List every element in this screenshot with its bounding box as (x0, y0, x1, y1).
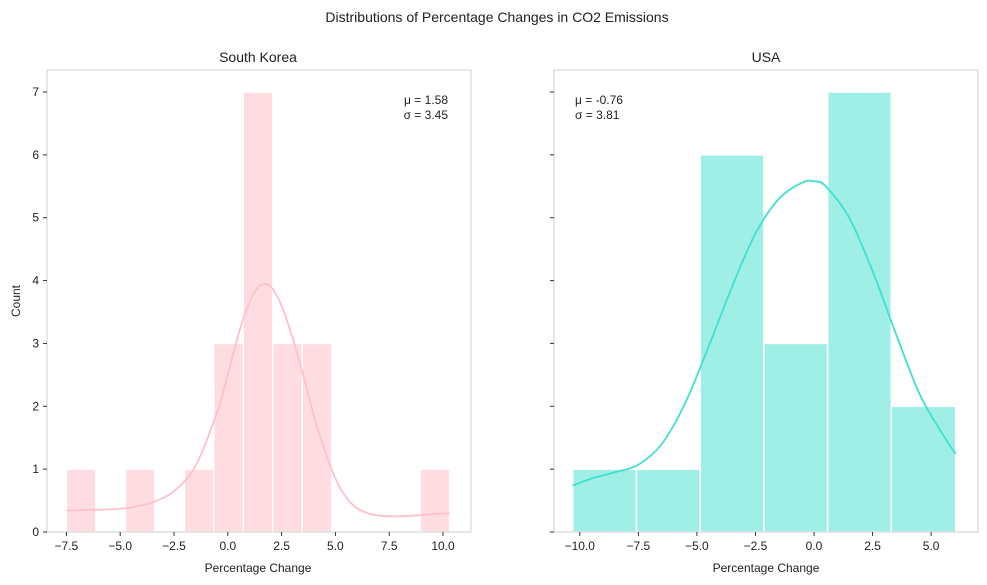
y-axis-label: Count (9, 284, 23, 317)
y-tick-label: 7 (32, 85, 39, 99)
histogram-bar (763, 342, 829, 533)
histogram-bar (242, 91, 274, 533)
x-tick-label: −2.5 (162, 539, 186, 553)
axes-frame (553, 69, 979, 533)
x-tick-label: 10.0 (431, 539, 455, 553)
suptitle: Distributions of Percentage Changes in C… (325, 9, 668, 25)
x-tick-label: 0.0 (219, 539, 236, 553)
y-tick-label: 1 (32, 462, 39, 476)
panel-usa: USA −10.0 −7.5 −5.0 −2.5 0.0 2.5 5.0 Percentag… (550, 49, 979, 575)
stats-mean: μ = -0.76 (575, 93, 623, 107)
x-axis-label: Percentage Change (205, 561, 312, 575)
y-tick-label: 0 (32, 525, 39, 539)
x-tick-label: 7.5 (381, 539, 398, 553)
histogram-bar (65, 468, 97, 533)
histogram-bar (890, 405, 957, 533)
bars (65, 91, 451, 533)
y-tick-label: 5 (32, 211, 39, 225)
y-tick-label: 6 (32, 148, 39, 162)
x-tick-label: 5.0 (327, 539, 344, 553)
panel-title: USA (752, 49, 781, 65)
x-tick-label: −7.5 (626, 539, 650, 553)
stats-std: σ = 3.81 (575, 108, 620, 122)
x-tick-label: 5.0 (923, 539, 940, 553)
x-tick-label: 2.5 (273, 539, 290, 553)
histogram-bar (183, 468, 215, 533)
x-tick-label: 0.0 (806, 539, 823, 553)
histogram-bar (419, 468, 451, 533)
x-axis-label: Percentage Change (713, 561, 820, 575)
histogram-bar (272, 342, 304, 533)
histogram-bar (571, 468, 638, 533)
y-tick-label: 2 (32, 399, 39, 413)
x-tick-label: −5.0 (108, 539, 132, 553)
histogram-bar (301, 342, 333, 533)
histogram-bar (826, 91, 893, 533)
y-ticks: 0 1 2 3 4 5 6 7 (32, 85, 47, 539)
panel-title: South Korea (219, 49, 297, 65)
kde-curve (572, 179, 957, 487)
x-tick-label: −7.5 (55, 539, 79, 553)
bars (571, 91, 957, 533)
panel-south-korea: South Korea −7.5 −5.0 −2.5 0.0 2.5 5.0 7.5 10.0… (9, 49, 472, 575)
stats-mean: μ = 1.58 (404, 93, 448, 107)
histogram-bar (635, 468, 701, 533)
x-ticks: −10.0 −7.5 −5.0 −2.5 0.0 2.5 5.0 (565, 532, 940, 553)
axes-frame (46, 69, 472, 533)
histogram-bar (124, 468, 156, 533)
x-ticks: −7.5 −5.0 −2.5 0.0 2.5 5.0 7.5 10.0 (55, 532, 455, 553)
stats-std: σ = 3.45 (404, 108, 449, 122)
x-tick-label: −2.5 (744, 539, 768, 553)
y-tick-label: 3 (32, 336, 39, 350)
x-tick-label: 2.5 (864, 539, 881, 553)
y-ticks (550, 91, 554, 533)
kde-curve (66, 283, 450, 518)
y-tick-label: 4 (32, 274, 39, 288)
x-tick-label: −5.0 (685, 539, 709, 553)
x-tick-label: −10.0 (565, 539, 596, 553)
